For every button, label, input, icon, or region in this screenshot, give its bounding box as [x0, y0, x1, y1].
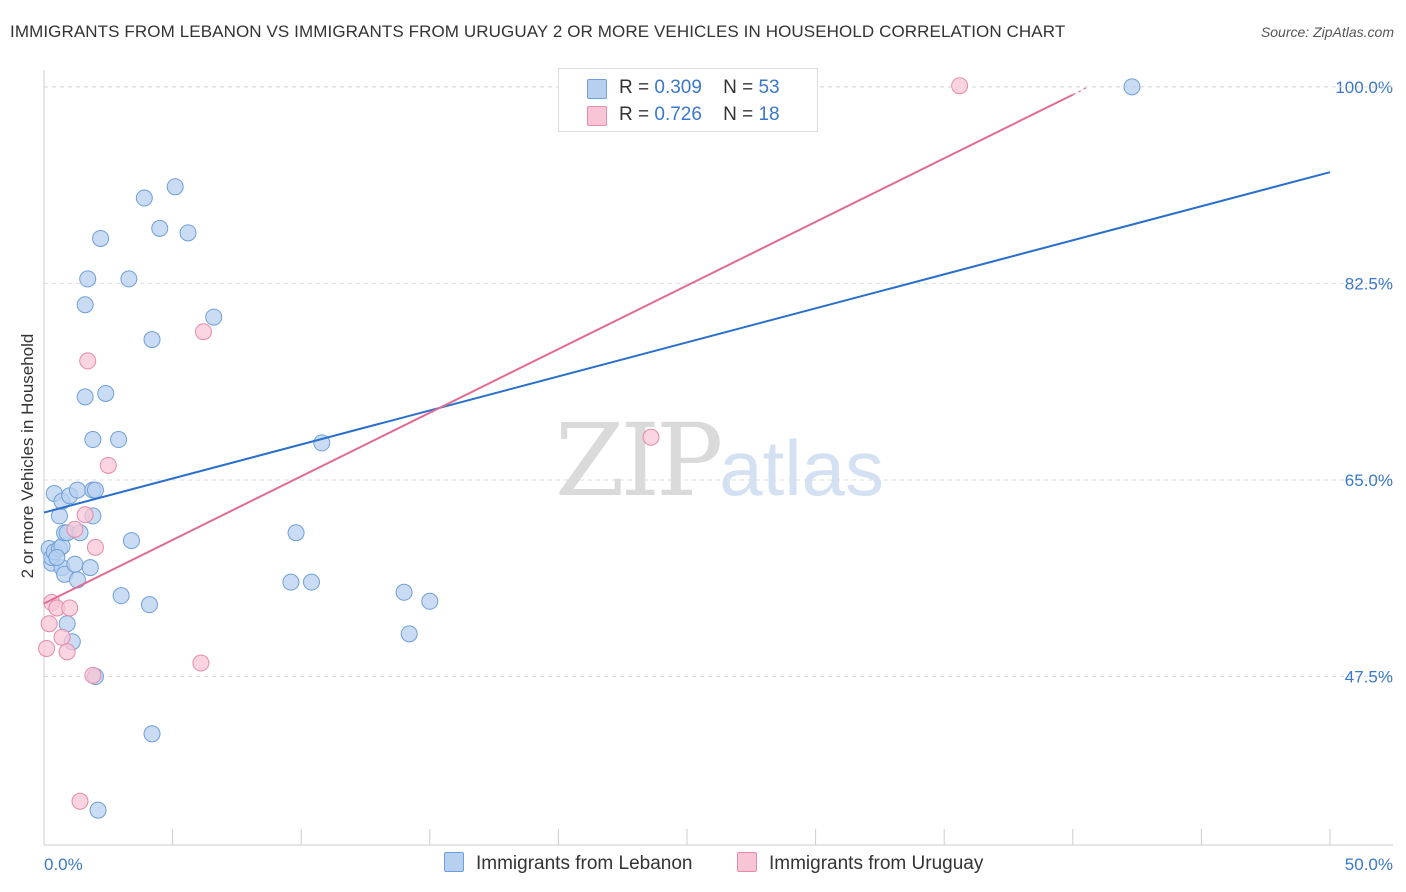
lebanon-point	[48, 548, 66, 566]
lebanon-point	[68, 481, 86, 499]
y-tick-label: 82.5%	[1345, 274, 1393, 293]
uruguay-point	[38, 639, 56, 657]
watermark: ZIPatlas	[555, 402, 884, 519]
n-label: N =	[723, 77, 754, 98]
uruguay-point	[642, 428, 660, 446]
lebanon-point	[122, 532, 140, 550]
uruguay-point	[66, 520, 84, 538]
uruguay-point	[40, 615, 58, 633]
y-tick-label: 65.0%	[1345, 471, 1393, 490]
lebanon-point	[400, 625, 418, 643]
chart-title: IMMIGRANTS FROM LEBANON VS IMMIGRANTS FR…	[10, 22, 1066, 41]
uruguay-point	[76, 506, 94, 524]
lebanon-point	[287, 524, 305, 542]
uruguay-point	[71, 792, 89, 810]
uruguay-point	[99, 456, 117, 474]
r-value-lebanon: 0.309	[654, 77, 702, 98]
legend-row-uruguay-text: R = 0.726 N = 18	[619, 104, 780, 126]
lebanon-point	[79, 270, 97, 288]
lebanon-point	[302, 573, 320, 591]
x-tick-label-max: 50.0%	[1345, 855, 1393, 874]
r-value-uruguay: 0.726	[654, 104, 702, 125]
lebanon-point	[120, 270, 138, 288]
lebanon-point	[81, 559, 99, 577]
lebanon-trend-line	[43, 171, 1331, 514]
uruguay-point	[192, 654, 210, 672]
lebanon-point	[68, 571, 86, 589]
uruguay-point	[84, 666, 102, 684]
uruguay-trend-extension	[1072, 86, 1089, 96]
n-value-uruguay: 18	[758, 104, 780, 125]
source-label: Source: ZipAtlas.com	[1260, 24, 1394, 40]
legend-item-uruguay: Immigrants from Uruguay	[737, 852, 983, 875]
lebanon-point	[92, 229, 110, 247]
lebanon-point	[205, 308, 223, 326]
lebanon-point	[143, 725, 161, 743]
lebanon-point	[179, 224, 197, 242]
uruguay-point	[53, 628, 71, 646]
lebanon-point	[97, 384, 115, 402]
uruguay-trend-line	[43, 93, 1074, 605]
lebanon-point	[112, 587, 130, 605]
uruguay-point	[951, 77, 969, 95]
r-label: R =	[619, 104, 650, 125]
legend-label-lebanon: Immigrants from Lebanon	[476, 853, 693, 874]
lebanon-point	[143, 331, 161, 349]
lebanon-point	[76, 388, 94, 406]
watermark-atlas: atlas	[719, 424, 885, 512]
lebanon-point	[151, 219, 169, 237]
y-axis-title: 2 or more Vehicles in Household	[18, 333, 37, 579]
uruguay-point	[79, 352, 97, 370]
lebanon-point	[84, 431, 102, 449]
lebanon-point	[282, 573, 300, 591]
watermark-zip: ZIP	[555, 402, 723, 519]
uruguay-swatch	[587, 106, 607, 126]
lebanon-point	[135, 189, 153, 207]
x-tick-label-min: 0.0%	[44, 855, 83, 874]
correlation-legend: R = 0.309 N = 53 R = 0.726 N = 18	[558, 68, 818, 132]
lebanon-point	[140, 596, 158, 614]
lebanon-swatch	[444, 852, 464, 872]
r-label: R =	[619, 77, 650, 98]
lebanon-point	[166, 178, 184, 196]
lebanon-point	[89, 801, 107, 819]
uruguay-point	[194, 323, 212, 341]
legend-item-lebanon: Immigrants from Lebanon	[444, 852, 693, 875]
n-value-lebanon: 53	[758, 77, 780, 98]
lebanon-point	[110, 431, 128, 449]
lebanon-swatch	[587, 79, 607, 99]
legend-label-uruguay: Immigrants from Uruguay	[769, 853, 984, 874]
lebanon-point	[66, 555, 84, 573]
uruguay-point	[58, 643, 76, 661]
lebanon-point	[1123, 78, 1141, 96]
lebanon-point	[86, 481, 104, 499]
lebanon-point	[395, 583, 413, 601]
uruguay-point	[86, 538, 104, 556]
y-tick-label: 47.5%	[1345, 668, 1393, 687]
uruguay-swatch	[737, 852, 757, 872]
n-label: N =	[723, 104, 754, 125]
lebanon-point	[421, 592, 439, 610]
lebanon-point	[76, 296, 94, 314]
uruguay-point	[61, 599, 79, 617]
legend-row-lebanon-text: R = 0.309 N = 53	[619, 77, 780, 99]
